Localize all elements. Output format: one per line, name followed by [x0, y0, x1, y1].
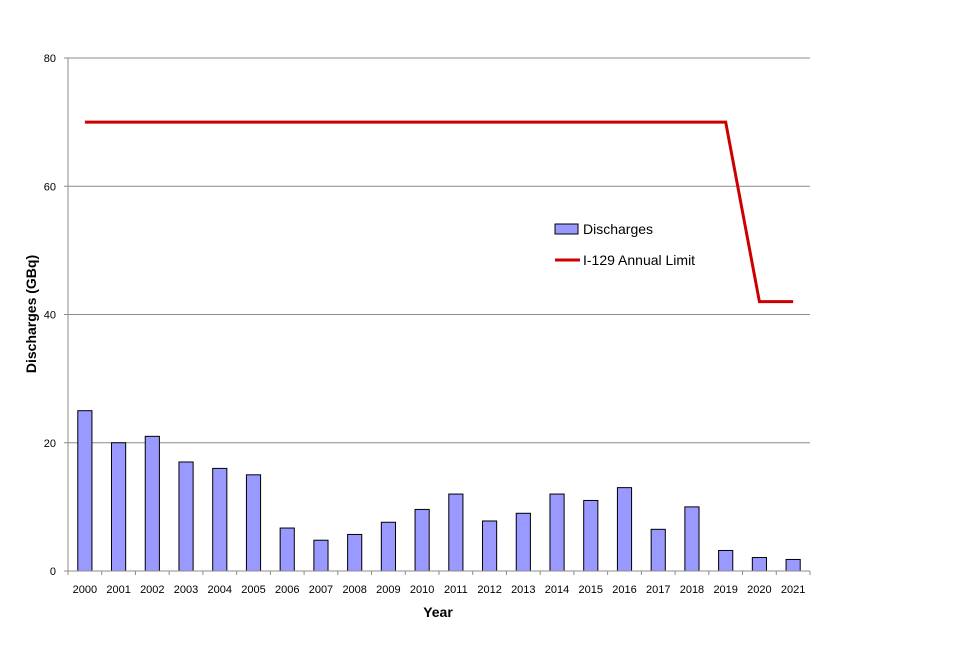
bar-2018: [684, 506, 700, 572]
x-tick-label-2006: 2006: [275, 584, 299, 596]
x-tick-label-2003: 2003: [174, 584, 198, 596]
y-tick-label-0: 0: [50, 566, 56, 578]
x-tick-label-2016: 2016: [612, 584, 636, 596]
bar-2015: [583, 499, 599, 572]
y-tick-labels: 0 20 40 60 80: [44, 53, 68, 578]
x-tick-label-2015: 2015: [579, 584, 603, 596]
x-tick-label-2019: 2019: [713, 584, 737, 596]
bar-2002: [144, 435, 160, 572]
x-tick-label-2001: 2001: [106, 584, 130, 596]
bar-2010: [414, 508, 430, 572]
legend-swatch-discharges: [554, 223, 579, 235]
bar-2006: [279, 527, 295, 572]
x-tick-labels: 2000 2001 2002 2003 2004 2005 2006 2007 2008 2009…: [67, 571, 811, 596]
bar-2003: [178, 461, 194, 572]
y-tick-label-40: 40: [44, 310, 56, 322]
limit-line-series: [84, 120, 794, 304]
bar-2019: [718, 549, 734, 572]
x-tick-label-2020: 2020: [747, 584, 771, 596]
bar-2012: [482, 520, 498, 572]
bar-2013: [515, 512, 531, 572]
bar-2017: [650, 528, 666, 572]
x-tick-label-2005: 2005: [241, 584, 265, 596]
bar-2021: [785, 558, 801, 572]
y-tick-label-20: 20: [44, 438, 56, 450]
x-tick-label-2007: 2007: [309, 584, 333, 596]
bar-2000: [77, 410, 93, 572]
x-tick-label-2008: 2008: [342, 584, 366, 596]
x-tick-label-2000: 2000: [73, 584, 97, 596]
x-tick-label-2017: 2017: [646, 584, 670, 596]
bar-2020: [751, 557, 767, 572]
bar-2009: [380, 521, 396, 572]
bar-2011: [448, 493, 464, 572]
x-tick-label-2009: 2009: [376, 584, 400, 596]
bar-2004: [212, 467, 228, 572]
bar-2014: [549, 493, 565, 572]
x-axis-title: Year: [423, 604, 453, 620]
x-tick-label-2010: 2010: [410, 584, 434, 596]
y-tick-label-60: 60: [44, 181, 56, 193]
y-tick-label-80: 80: [44, 53, 56, 65]
gridlines: [68, 57, 810, 444]
limit-line: [84, 120, 794, 304]
x-tick-label-2004: 2004: [208, 584, 232, 596]
legend-label-limit: I-129 Annual Limit: [583, 252, 695, 268]
x-tick-label-2021: 2021: [781, 584, 805, 596]
bar-2007: [313, 539, 329, 572]
bar-2016: [616, 487, 633, 572]
bar-series: [77, 410, 801, 572]
legend: Discharges I-129 Annual Limit: [554, 221, 695, 268]
x-tick-label-2012: 2012: [477, 584, 501, 596]
bar-2005: [245, 474, 262, 572]
legend-label-discharges: Discharges: [583, 221, 653, 237]
x-tick-label-2014: 2014: [545, 584, 569, 596]
x-tick-label-2013: 2013: [511, 584, 535, 596]
bar-2001: [111, 442, 127, 572]
bar-2008: [347, 533, 363, 572]
y-axis-title: Discharges (GBq): [23, 255, 39, 373]
x-tick-label-2018: 2018: [680, 584, 704, 596]
x-tick-label-2002: 2002: [140, 584, 164, 596]
x-tick-label-2011: 2011: [444, 584, 468, 596]
